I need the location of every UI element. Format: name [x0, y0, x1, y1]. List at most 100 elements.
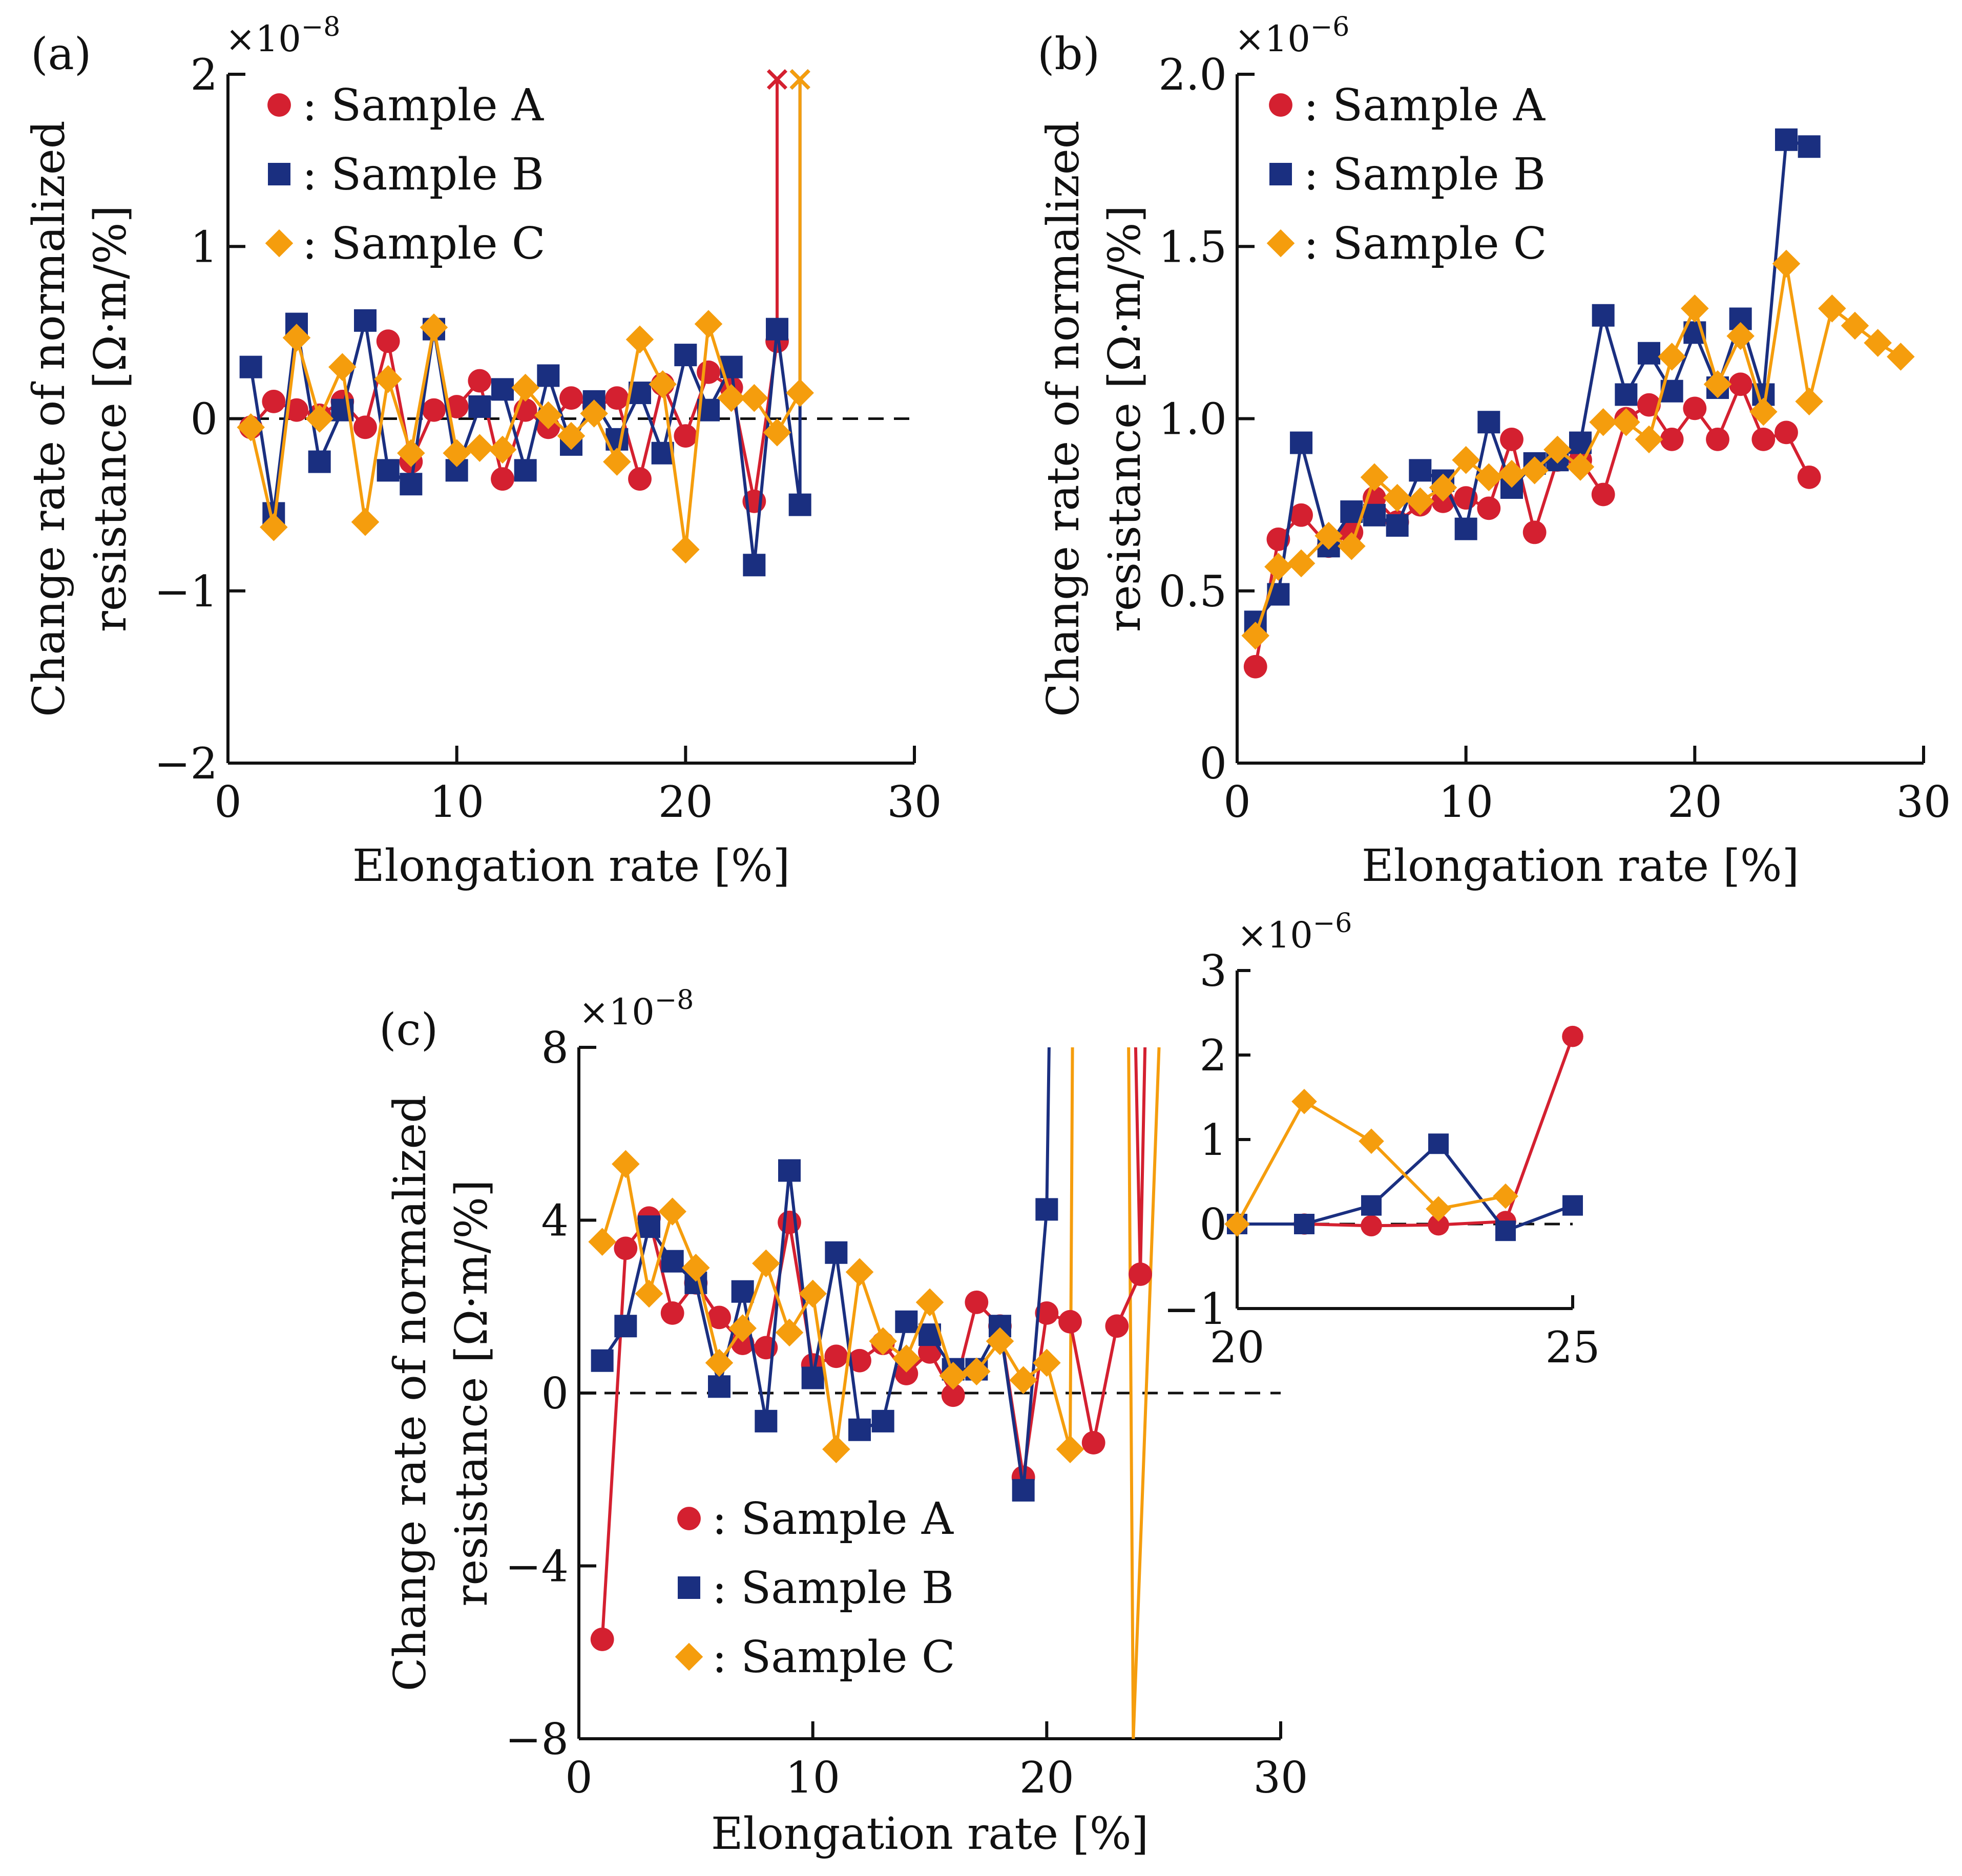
data-point-sample-c: [1864, 329, 1892, 357]
data-point-sample-c: [1681, 294, 1709, 323]
y-tick-label: 4: [541, 1196, 569, 1246]
data-point-sample-b: [788, 493, 811, 516]
legend-marker-sample-c: [675, 1642, 703, 1671]
data-point-sample-c: [1772, 249, 1801, 278]
data-point-sample-a: [559, 386, 583, 410]
y-tick-label: −1: [154, 566, 218, 617]
y-tick-label: 1.5: [1158, 222, 1227, 272]
data-point-sample-c: [682, 1254, 710, 1282]
data-point-sample-c: [786, 378, 814, 407]
y-tick-label: −2: [154, 739, 218, 789]
panel-label: (c): [379, 1004, 438, 1056]
multiplier-base: ×10: [225, 18, 301, 60]
data-point-sample-c: [1841, 311, 1869, 340]
data-point-sample-a: [1775, 420, 1798, 445]
data-point-sample-c: [397, 439, 425, 468]
data-point-sample-c: [1475, 463, 1503, 492]
legend: : Sample A: Sample B: Sample C: [265, 80, 546, 269]
y-axis-label-line2: resistance [Ω·m/%]: [85, 205, 136, 632]
data-point-sample-a: [1361, 1215, 1382, 1237]
data-point-sample-b: [1638, 342, 1660, 365]
data-point-sample-a: [1105, 1314, 1129, 1338]
legend-label-sample-b: : Sample B: [712, 1563, 954, 1614]
data-point-sample-a: [1522, 520, 1547, 544]
data-point-sample-a: [262, 389, 286, 413]
data-point-sample-b: [1428, 1133, 1449, 1154]
legend-marker-sample-a: [1269, 93, 1292, 117]
series-line-sample-c: [249, 79, 802, 552]
data-point-sample-c: [845, 1258, 874, 1287]
y-tick-label: −4: [505, 1542, 569, 1592]
data-point-sample-c: [822, 1435, 850, 1463]
data-point-sample-c: [1383, 483, 1411, 512]
data-point-sample-b: [778, 1159, 801, 1182]
x-tick-label: 30: [1896, 777, 1951, 827]
data-point-sample-b: [1294, 1214, 1314, 1234]
data-point-sample-c: [728, 1314, 757, 1342]
y-axis-label-line1: Change rate of normalized: [385, 1095, 436, 1692]
data-point-sample-c: [282, 324, 311, 352]
legend-label-sample-b: : Sample B: [302, 149, 544, 200]
multiplier-base: ×10: [579, 991, 655, 1033]
data-point-sample-c: [351, 508, 380, 536]
legend-label-sample-c: : Sample C: [302, 218, 546, 269]
data-point-sample-c: [1009, 1366, 1037, 1394]
data-point-sample-b: [354, 309, 377, 332]
x-tick-label: 20: [1019, 1753, 1074, 1803]
multiplier-exponent: −8: [655, 985, 694, 1016]
x-tick-label: 30: [887, 777, 942, 827]
data-point-sample-b: [848, 1418, 871, 1441]
x-tick-label: 25: [1546, 1322, 1600, 1373]
data-point-sample-b: [743, 554, 766, 577]
data-point-sample-b: [1562, 1195, 1583, 1216]
data-point-sample-b: [731, 1280, 754, 1303]
data-point-sample-b: [755, 1409, 778, 1432]
data-point-sample-a: [766, 69, 788, 90]
data-point-sample-b: [638, 1215, 660, 1238]
data-point-sample-a: [468, 369, 492, 393]
data-point-sample-c: [1497, 459, 1526, 488]
x-tick-label: 10: [429, 777, 484, 827]
data-point-sample-c: [466, 434, 494, 462]
data-point-sample-c: [939, 1361, 967, 1390]
data-point-sample-a: [376, 329, 400, 353]
legend-marker-sample-b: [1269, 163, 1292, 185]
data-point-sample-b: [1035, 1198, 1058, 1221]
data-point-sample-a: [674, 424, 698, 448]
plot-area: [1224, 1025, 1583, 1241]
data-point-sample-c: [1566, 453, 1595, 481]
data-point-sample-c: [1359, 1128, 1384, 1154]
data-point-sample-b: [514, 459, 537, 482]
data-point-sample-b: [1363, 503, 1386, 526]
plot-area: [1241, 128, 1915, 679]
data-point-sample-c: [1360, 463, 1389, 492]
multiplier-exponent: −8: [301, 12, 341, 43]
plot-area: [237, 69, 814, 577]
data-point-sample-c: [625, 325, 654, 354]
data-point-sample-c: [1338, 532, 1366, 560]
data-point-sample-c: [915, 1288, 944, 1317]
y-axis-label-line1: Change rate of normalized: [1038, 120, 1089, 717]
data-point-sample-b: [400, 473, 423, 496]
data-point-sample-a: [1058, 1310, 1082, 1334]
legend-marker-sample-b: [678, 1576, 700, 1599]
data-point-sample-c: [892, 1344, 921, 1373]
data-point-sample-c: [1887, 343, 1915, 371]
data-point-sample-c: [1493, 1183, 1518, 1209]
data-point-sample-b: [1592, 304, 1615, 327]
data-point-sample-b: [801, 1366, 824, 1389]
data-point-sample-b: [491, 378, 514, 401]
data-point-sample-a: [590, 1628, 614, 1651]
data-point-sample-a: [1751, 427, 1776, 451]
data-point-sample-c: [1703, 370, 1732, 398]
legend-marker-sample-c: [1266, 229, 1295, 258]
data-point-sample-c: [443, 439, 471, 468]
data-point-sample-c: [580, 399, 608, 428]
data-point-sample-b: [591, 1349, 614, 1372]
panel-c-inset: −1 0 1 2 3 20 25 ×10−6: [1163, 908, 1600, 1373]
legend-marker-sample-a: [677, 1507, 701, 1530]
data-point-sample-c: [1426, 1196, 1451, 1222]
data-point-sample-a: [628, 467, 652, 491]
data-point-sample-b: [1012, 1479, 1035, 1502]
data-point-sample-a: [1591, 482, 1615, 507]
